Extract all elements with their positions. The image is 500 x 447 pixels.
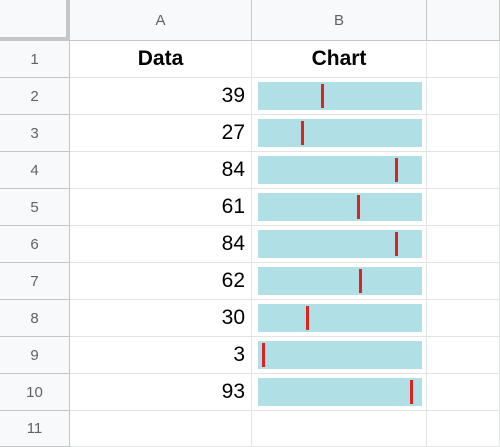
row-header-6[interactable]: 6	[0, 226, 70, 263]
sparkline-bar	[258, 193, 422, 221]
sparkline-bar	[258, 378, 422, 406]
sparkline-marker	[306, 306, 309, 330]
sparkline-marker	[301, 121, 304, 145]
cell-b8-sparkline[interactable]	[252, 300, 427, 337]
cell-c11[interactable]	[427, 411, 500, 447]
sparkline-bar	[258, 119, 422, 147]
sparkline-bar	[258, 267, 422, 295]
row-header-3[interactable]: 3	[0, 115, 70, 152]
row-header-10[interactable]: 10	[0, 374, 70, 411]
cell-b10-sparkline[interactable]	[252, 374, 427, 411]
sparkline-marker	[395, 232, 398, 256]
column-header-a[interactable]: A	[70, 0, 252, 41]
cell-c7[interactable]	[427, 263, 500, 300]
sparkline-bar	[258, 230, 422, 258]
cell-c8[interactable]	[427, 300, 500, 337]
sparkline-bar	[258, 304, 422, 332]
cell-b7-sparkline[interactable]	[252, 263, 427, 300]
sparkline-marker	[395, 158, 398, 182]
row-header-5[interactable]: 5	[0, 189, 70, 226]
cell-c10[interactable]	[427, 374, 500, 411]
cell-b1-chart-header[interactable]: Chart	[252, 41, 427, 78]
cell-c2[interactable]	[427, 78, 500, 115]
cell-a2-value[interactable]: 39	[70, 78, 252, 115]
sparkline-marker	[262, 343, 265, 367]
sparkline-marker	[321, 84, 324, 108]
cell-a6-value[interactable]: 84	[70, 226, 252, 263]
cell-a10-value[interactable]: 93	[70, 374, 252, 411]
sparkline-bar	[258, 82, 422, 110]
cell-c4[interactable]	[427, 152, 500, 189]
sparkline-marker	[357, 195, 360, 219]
cell-a8-value[interactable]: 30	[70, 300, 252, 337]
row-header-2[interactable]: 2	[0, 78, 70, 115]
row-header-9[interactable]: 9	[0, 337, 70, 374]
cell-b5-sparkline[interactable]	[252, 189, 427, 226]
select-all-corner[interactable]	[0, 0, 70, 41]
cell-b11[interactable]	[252, 411, 427, 447]
cell-a4-value[interactable]: 84	[70, 152, 252, 189]
cell-b4-sparkline[interactable]	[252, 152, 427, 189]
row-header-11[interactable]: 11	[0, 411, 70, 447]
row-header-1[interactable]: 1	[0, 41, 70, 78]
row-header-8[interactable]: 8	[0, 300, 70, 337]
cell-a9-value[interactable]: 3	[70, 337, 252, 374]
cell-c5[interactable]	[427, 189, 500, 226]
row-header-4[interactable]: 4	[0, 152, 70, 189]
cell-a5-value[interactable]: 61	[70, 189, 252, 226]
cell-b9-sparkline[interactable]	[252, 337, 427, 374]
cell-c3[interactable]	[427, 115, 500, 152]
cell-c9[interactable]	[427, 337, 500, 374]
row-header-7[interactable]: 7	[0, 263, 70, 300]
cell-a3-value[interactable]: 27	[70, 115, 252, 152]
cell-b6-sparkline[interactable]	[252, 226, 427, 263]
cell-a7-value[interactable]: 62	[70, 263, 252, 300]
sparkline-bar	[258, 341, 422, 369]
sparkline-bar	[258, 156, 422, 184]
sparkline-marker	[359, 269, 362, 293]
column-header-b[interactable]: B	[252, 0, 427, 41]
column-header-empty[interactable]	[427, 0, 500, 41]
sparkline-marker	[410, 380, 413, 404]
cell-b3-sparkline[interactable]	[252, 115, 427, 152]
cell-c1[interactable]	[427, 41, 500, 78]
cell-b2-sparkline[interactable]	[252, 78, 427, 115]
cell-a1-data-header[interactable]: Data	[70, 41, 252, 78]
cell-c6[interactable]	[427, 226, 500, 263]
cell-a11[interactable]	[70, 411, 252, 447]
